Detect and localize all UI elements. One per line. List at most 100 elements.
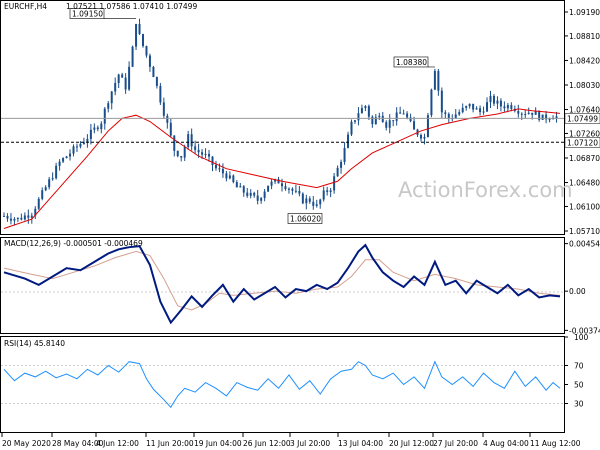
candle-body: [440, 90, 443, 113]
candle-body: [326, 190, 329, 192]
ohlc-header: 1.07521 1.07586 1.07410 1.07499: [66, 2, 197, 11]
price-tick-label: 1.08420: [569, 56, 600, 65]
candle-body: [465, 106, 468, 108]
macd-line: [3, 243, 561, 325]
candle-body: [353, 120, 356, 122]
candle-body: [93, 127, 96, 130]
price-axis: 1.09190 1.08810 1.08420 1.08030 1.07640 1.072…: [564, 8, 600, 236]
candle-body: [499, 100, 502, 107]
candle-body: [34, 208, 37, 216]
candle-body: [249, 192, 252, 196]
candle-body: [16, 217, 19, 219]
candle-body: [159, 85, 162, 103]
time-tick-label: 3 Jul 20:00: [290, 439, 330, 448]
candle-body: [308, 198, 311, 202]
candle-body: [44, 187, 47, 191]
candle-body: [531, 112, 534, 115]
candle-body: [360, 108, 363, 114]
candle-body: [72, 146, 75, 154]
candle-body: [343, 147, 346, 162]
macd-axis: 0.004541 0.00 -0.003745: [564, 240, 600, 335]
candle-body: [319, 199, 322, 205]
candle-body: [374, 117, 377, 125]
price-tick-label: 1.09190: [569, 8, 600, 17]
candle-body: [503, 106, 506, 109]
candle-body: [350, 121, 353, 135]
time-tick-label: 28 May 04:00: [52, 439, 104, 448]
candle-body: [218, 168, 221, 170]
rsi-tick-label: 30: [574, 400, 584, 409]
candle-body: [274, 179, 277, 182]
candle-body: [201, 152, 204, 155]
time-axis: 20 May 2020 28 May 04:004 Jun 12:00 11 Jun…: [1, 433, 581, 448]
current-price-tag-box: [564, 113, 600, 124]
candle-body: [253, 192, 256, 196]
candle-body: [107, 103, 110, 109]
candle-body: [242, 186, 245, 193]
candle-body: [482, 111, 485, 113]
candle-body: [37, 198, 40, 209]
candle-body: [89, 129, 92, 139]
candle-body: [124, 77, 127, 90]
candle-body: [426, 115, 429, 137]
candle-body: [135, 23, 138, 47]
candle-body: [62, 158, 65, 162]
macd-signal-line: [3, 250, 561, 311]
candle-body: [395, 112, 398, 121]
candle-body: [3, 215, 5, 217]
candle-body: [270, 181, 273, 186]
macd-tick-label: 0.00: [569, 287, 586, 296]
candle-body: [472, 103, 475, 110]
support-price-tag: 1.07120: [567, 138, 598, 147]
candle-body: [433, 70, 436, 90]
candle-body: [148, 55, 151, 67]
candle-body: [437, 70, 440, 91]
annotation-box: [69, 8, 105, 19]
candle-body: [235, 182, 238, 188]
time-tick-label: 20 May 2020: [2, 439, 51, 448]
candle-body: [114, 83, 117, 92]
candle-body: [239, 186, 242, 188]
rsi-header: RSI(14) 45.8140: [4, 339, 65, 348]
annotation-label: 1.09150: [72, 10, 103, 19]
candle-body: [121, 74, 124, 78]
candle-body: [131, 46, 134, 67]
candle-body: [142, 34, 144, 47]
candle-body: [263, 191, 266, 199]
candle-body: [492, 95, 495, 104]
candle-body: [548, 119, 551, 121]
moving-average-line: [3, 108, 561, 229]
candle-body: [312, 201, 315, 206]
candle-body: [162, 102, 165, 116]
price-tick-label: 1.07640: [569, 106, 600, 115]
candle-body: [194, 146, 197, 150]
candle-body: [82, 142, 85, 144]
price-candles: [3, 18, 558, 226]
macd-header: MACD(12,26,9) -0.000501 -0.000469: [4, 239, 143, 248]
support-price-tag-box: [564, 137, 600, 148]
candle-body: [214, 164, 217, 169]
candle-body: [545, 114, 548, 120]
candle-body: [9, 218, 12, 221]
time-tick-label: 11 Jun 20:00: [146, 439, 194, 448]
candle-body: [371, 116, 374, 125]
candle-body: [225, 173, 228, 179]
candle-body: [520, 113, 523, 115]
candle-body: [381, 115, 384, 123]
candle-body: [555, 116, 558, 119]
macd-panel: [0, 237, 565, 334]
macd-tick-label: 0.004541: [569, 240, 600, 249]
candle-body: [454, 114, 457, 119]
candle-body: [329, 190, 332, 192]
candle-body: [58, 161, 61, 166]
candle-body: [524, 113, 527, 115]
candle-body: [208, 153, 211, 157]
candle-body: [277, 179, 280, 184]
candle-body: [541, 114, 544, 120]
watermark: ActionForex.com: [398, 178, 573, 202]
candle-body: [86, 138, 89, 143]
candle-body: [496, 100, 499, 104]
candle-body: [409, 117, 412, 122]
candle-body: [260, 198, 263, 201]
